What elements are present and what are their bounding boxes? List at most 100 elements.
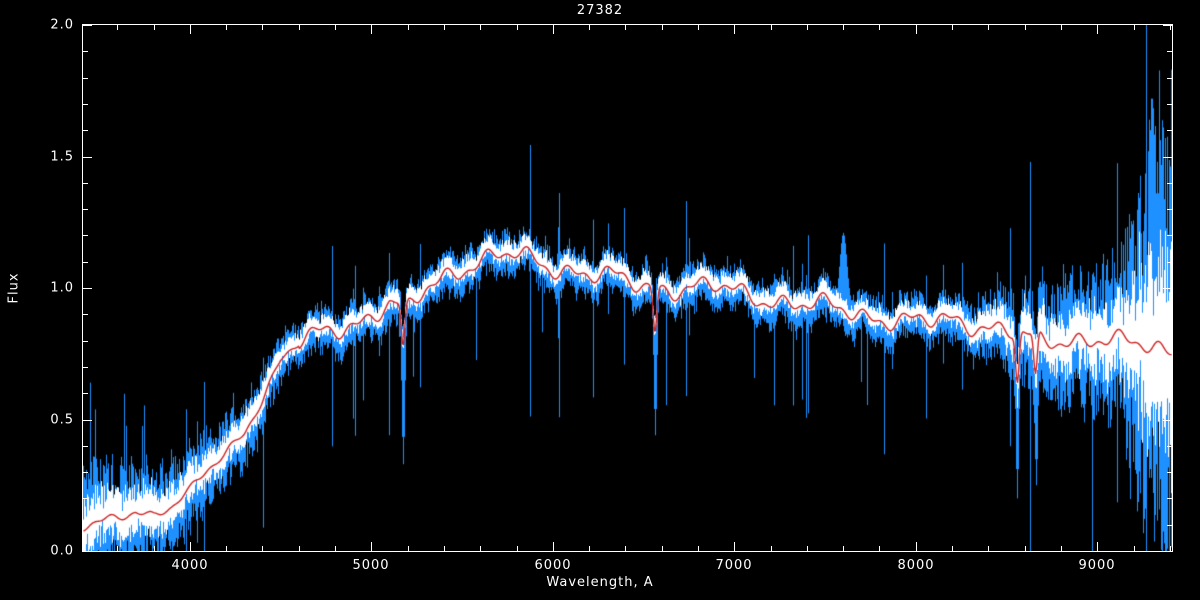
y-minor-tick bbox=[83, 367, 88, 368]
x-minor-tick bbox=[1170, 546, 1171, 551]
y-major-tick-right bbox=[1163, 157, 1172, 158]
x-minor-tick bbox=[335, 546, 336, 551]
y-minor-tick-right bbox=[1167, 367, 1172, 368]
y-minor-tick bbox=[83, 51, 88, 52]
x-tick-label: 8000 bbox=[897, 558, 935, 573]
x-minor-tick-top bbox=[589, 25, 590, 30]
y-minor-tick bbox=[83, 183, 88, 184]
y-major-tick bbox=[83, 25, 92, 26]
y-minor-tick-right bbox=[1167, 51, 1172, 52]
x-minor-tick-top bbox=[807, 25, 808, 30]
x-minor-tick bbox=[952, 546, 953, 551]
y-minor-tick bbox=[83, 209, 88, 210]
x-minor-tick bbox=[879, 546, 880, 551]
x-tick-label: 7000 bbox=[715, 558, 753, 573]
y-major-tick-right bbox=[1163, 420, 1172, 421]
x-major-tick bbox=[190, 542, 191, 551]
y-minor-tick bbox=[83, 104, 88, 105]
x-minor-tick-top bbox=[480, 25, 481, 30]
x-major-tick bbox=[1097, 542, 1098, 551]
x-major-tick-top bbox=[1097, 25, 1098, 34]
x-minor-tick bbox=[843, 546, 844, 551]
x-major-tick bbox=[916, 542, 917, 551]
y-tick-label: 2.0 bbox=[50, 17, 74, 33]
y-tick-label: 1.5 bbox=[50, 149, 74, 165]
y-minor-tick bbox=[83, 78, 88, 79]
y-minor-tick-right bbox=[1167, 104, 1172, 105]
y-minor-tick-right bbox=[1167, 183, 1172, 184]
x-minor-tick bbox=[117, 546, 118, 551]
x-minor-tick-top bbox=[226, 25, 227, 30]
x-minor-tick bbox=[408, 546, 409, 551]
y-minor-tick-right bbox=[1167, 498, 1172, 499]
y-minor-tick bbox=[83, 446, 88, 447]
y-minor-tick bbox=[83, 314, 88, 315]
y-minor-tick-right bbox=[1167, 341, 1172, 342]
y-tick-label: 1.0 bbox=[50, 280, 74, 296]
y-minor-tick bbox=[83, 525, 88, 526]
y-minor-tick-right bbox=[1167, 472, 1172, 473]
x-tick-label: 4000 bbox=[171, 558, 209, 573]
x-minor-tick bbox=[625, 546, 626, 551]
x-major-tick bbox=[371, 542, 372, 551]
y-minor-tick-right bbox=[1167, 393, 1172, 394]
x-minor-tick-top bbox=[988, 25, 989, 30]
x-minor-tick bbox=[1025, 546, 1026, 551]
x-axis-label: Wavelength, A bbox=[546, 575, 654, 590]
x-major-tick-top bbox=[190, 25, 191, 34]
x-minor-tick bbox=[988, 546, 989, 551]
y-axis-label: Flux bbox=[6, 272, 22, 304]
y-minor-tick-right bbox=[1167, 262, 1172, 263]
x-minor-tick bbox=[771, 546, 772, 551]
x-minor-tick-top bbox=[662, 25, 663, 30]
x-tick-label: 9000 bbox=[1078, 558, 1116, 573]
x-minor-tick-top bbox=[625, 25, 626, 30]
x-minor-tick-top bbox=[517, 25, 518, 30]
y-major-tick-right bbox=[1163, 288, 1172, 289]
y-minor-tick-right bbox=[1167, 209, 1172, 210]
x-major-tick-top bbox=[734, 25, 735, 34]
y-major-tick-right bbox=[1163, 25, 1172, 26]
x-minor-tick-top bbox=[1134, 25, 1135, 30]
x-minor-tick-top bbox=[698, 25, 699, 30]
x-minor-tick-top bbox=[771, 25, 772, 30]
x-minor-tick bbox=[1061, 546, 1062, 551]
x-minor-tick-top bbox=[299, 25, 300, 30]
x-minor-tick bbox=[698, 546, 699, 551]
x-minor-tick bbox=[226, 546, 227, 551]
x-minor-tick-top bbox=[408, 25, 409, 30]
x-major-tick-top bbox=[371, 25, 372, 34]
x-minor-tick-top bbox=[952, 25, 953, 30]
y-minor-tick-right bbox=[1167, 78, 1172, 79]
y-minor-tick-right bbox=[1167, 235, 1172, 236]
x-minor-tick-top bbox=[262, 25, 263, 30]
x-minor-tick-top bbox=[1061, 25, 1062, 30]
x-major-tick-top bbox=[553, 25, 554, 34]
x-minor-tick-top bbox=[1025, 25, 1026, 30]
y-minor-tick bbox=[83, 341, 88, 342]
plot-area bbox=[82, 24, 1173, 552]
y-major-tick bbox=[83, 157, 92, 158]
x-minor-tick bbox=[444, 546, 445, 551]
y-major-tick-right bbox=[1163, 551, 1172, 552]
x-minor-tick bbox=[662, 546, 663, 551]
y-minor-tick bbox=[83, 393, 88, 394]
x-minor-tick bbox=[299, 546, 300, 551]
x-minor-tick-top bbox=[843, 25, 844, 30]
x-minor-tick-top bbox=[444, 25, 445, 30]
x-major-tick bbox=[734, 542, 735, 551]
page-title: 27382 bbox=[576, 3, 624, 18]
y-minor-tick-right bbox=[1167, 446, 1172, 447]
x-minor-tick bbox=[262, 546, 263, 551]
x-minor-tick bbox=[517, 546, 518, 551]
x-minor-tick bbox=[807, 546, 808, 551]
y-minor-tick bbox=[83, 498, 88, 499]
y-major-tick bbox=[83, 420, 92, 421]
y-minor-tick bbox=[83, 130, 88, 131]
x-minor-tick bbox=[480, 546, 481, 551]
y-tick-label: 0.0 bbox=[50, 543, 74, 559]
y-major-tick bbox=[83, 551, 92, 552]
y-minor-tick bbox=[83, 472, 88, 473]
x-major-tick-top bbox=[916, 25, 917, 34]
y-tick-label: 0.5 bbox=[50, 412, 74, 428]
